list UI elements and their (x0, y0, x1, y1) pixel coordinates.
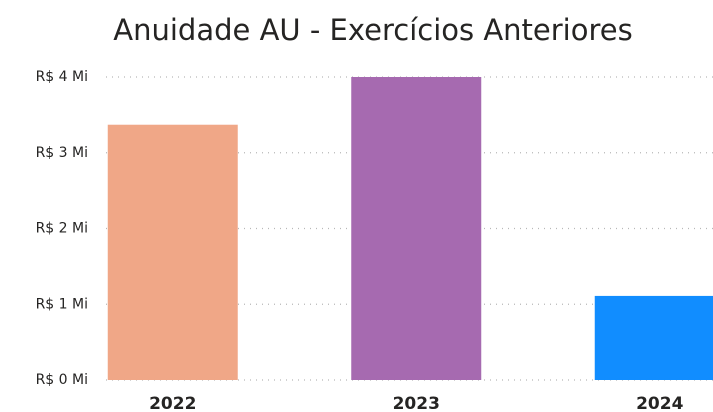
y-tick-label: R$ 2 Mi (36, 221, 88, 237)
bar (351, 77, 482, 380)
x-tick-label: 2022 (149, 394, 196, 412)
x-tick-label: 2023 (393, 394, 440, 412)
y-tick-label: R$ 3 Mi (36, 145, 88, 161)
x-tick-label: 2024 (636, 394, 683, 412)
chart-title: Anuidade AU - Exercícios Anteriores (113, 13, 632, 47)
y-tick-label: R$ 4 Mi (36, 69, 88, 85)
bar (107, 124, 238, 380)
y-tick-label: R$ 0 Mi (36, 372, 88, 388)
y-tick-label: R$ 1 Mi (36, 296, 88, 312)
bar (594, 295, 713, 380)
